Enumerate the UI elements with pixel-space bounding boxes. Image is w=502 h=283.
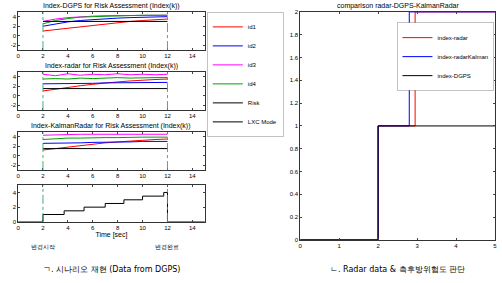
svg-text:comparison radar-DGPS-KalmanRa: comparison radar-DGPS-KalmanRadar (337, 2, 459, 10)
svg-text:0: 0 (295, 237, 299, 243)
svg-text:4: 4 (66, 173, 70, 179)
svg-text:index-radar: index-radar (437, 35, 467, 41)
svg-text:0: 0 (13, 33, 17, 39)
svg-text:4: 4 (66, 225, 70, 231)
svg-text:1.6: 1.6 (290, 55, 299, 61)
svg-text:id2: id2 (248, 43, 257, 49)
svg-text:2: 2 (13, 143, 17, 149)
svg-text:10: 10 (139, 113, 146, 119)
svg-text:10: 10 (139, 173, 146, 179)
svg-text:10: 10 (139, 225, 146, 231)
svg-text:0.6: 0.6 (290, 169, 299, 175)
svg-text:14: 14 (189, 225, 196, 231)
svg-text:0: 0 (13, 93, 17, 99)
svg-text:1: 1 (337, 243, 341, 249)
svg-text:10: 10 (139, 53, 146, 59)
svg-text:0: 0 (16, 113, 20, 119)
svg-text:변경시작: 변경시작 (31, 243, 55, 250)
svg-text:2: 2 (13, 23, 17, 29)
svg-text:8: 8 (116, 113, 120, 119)
svg-text:id1: id1 (248, 24, 257, 30)
svg-text:-2: -2 (11, 162, 17, 168)
svg-text:1: 1 (295, 123, 299, 129)
svg-text:ㄱ. 시나리오 재현 (Data from DGPS): ㄱ. 시나리오 재현 (Data from DGPS) (43, 265, 180, 274)
svg-text:Index-KalmanRadar for Risk Ass: Index-KalmanRadar for Risk Assessment (I… (31, 122, 191, 130)
svg-text:12: 12 (164, 225, 171, 231)
svg-text:12: 12 (164, 53, 171, 59)
svg-text:-2: -2 (11, 42, 17, 48)
svg-text:4: 4 (13, 190, 17, 196)
svg-text:6: 6 (91, 225, 95, 231)
svg-text:14: 14 (189, 53, 196, 59)
svg-text:2: 2 (13, 204, 17, 210)
svg-text:LXC Mode: LXC Mode (248, 119, 277, 125)
svg-text:4: 4 (66, 53, 70, 59)
svg-text:1.8: 1.8 (290, 32, 299, 38)
svg-text:8: 8 (116, 173, 120, 179)
svg-text:ㄴ. Radar data & 측후방위험도 판단: ㄴ. Radar data & 측후방위험도 판단 (330, 265, 465, 274)
svg-text:6: 6 (91, 173, 95, 179)
svg-text:0.8: 0.8 (290, 146, 299, 152)
svg-text:0: 0 (13, 153, 17, 159)
svg-text:index-DGPS: index-DGPS (437, 73, 470, 79)
svg-text:2: 2 (41, 173, 45, 179)
svg-text:0: 0 (299, 243, 303, 249)
svg-text:0.2: 0.2 (290, 214, 299, 220)
svg-text:0: 0 (16, 225, 20, 231)
svg-text:Risk: Risk (248, 100, 261, 106)
svg-text:4: 4 (13, 74, 17, 80)
svg-text:12: 12 (164, 173, 171, 179)
svg-text:4: 4 (66, 113, 70, 119)
svg-text:4: 4 (13, 134, 17, 140)
svg-text:Index-radar for Risk Assessmen: Index-radar for Risk Assessment (Index(k… (45, 62, 178, 70)
svg-text:8: 8 (116, 225, 120, 231)
svg-text:6: 6 (91, 53, 95, 59)
svg-text:2: 2 (41, 53, 45, 59)
svg-text:4: 4 (454, 243, 458, 249)
svg-text:index-radarKalman: index-radarKalman (437, 54, 488, 60)
svg-text:1.2: 1.2 (290, 100, 299, 106)
svg-text:6: 6 (91, 113, 95, 119)
svg-text:id4: id4 (248, 81, 257, 87)
svg-text:14: 14 (189, 113, 196, 119)
svg-text:id3: id3 (248, 62, 257, 68)
svg-text:14: 14 (189, 173, 196, 179)
svg-text:0.4: 0.4 (290, 191, 299, 197)
svg-text:5: 5 (493, 243, 497, 249)
svg-text:12: 12 (164, 113, 171, 119)
svg-text:2: 2 (41, 113, 45, 119)
svg-text:-2: -2 (11, 102, 17, 108)
svg-text:8: 8 (116, 53, 120, 59)
svg-text:2: 2 (376, 243, 380, 249)
svg-text:0: 0 (13, 219, 17, 225)
svg-text:2: 2 (13, 83, 17, 89)
svg-text:0: 0 (16, 53, 20, 59)
svg-text:Time [sec]: Time [sec] (95, 231, 127, 239)
svg-text:2: 2 (295, 9, 299, 15)
svg-text:0: 0 (16, 173, 20, 179)
svg-text:3: 3 (415, 243, 419, 249)
svg-text:1.4: 1.4 (290, 77, 299, 83)
svg-text:변경완료: 변경완료 (155, 243, 179, 250)
svg-text:4: 4 (13, 14, 17, 20)
svg-text:Index-DGPS for Risk Assessment: Index-DGPS for Risk Assessment (Index(k)… (43, 2, 180, 10)
svg-text:2: 2 (41, 225, 45, 231)
